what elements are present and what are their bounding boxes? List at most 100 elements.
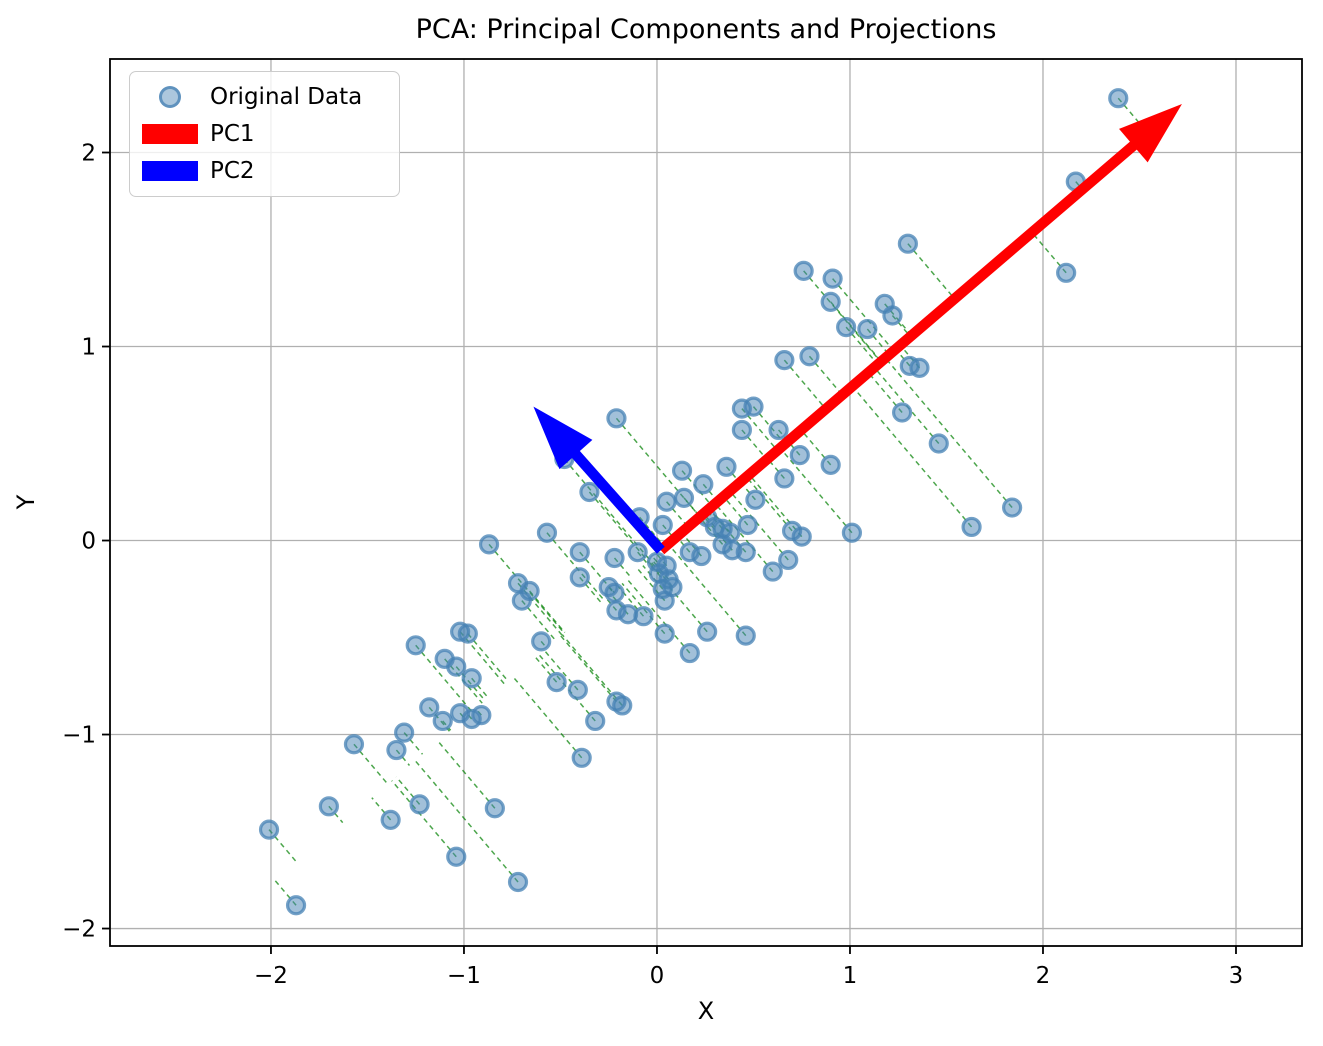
- projection-line: [783, 359, 827, 410]
- scatter-point: [762, 561, 783, 582]
- projection-line: [666, 501, 689, 528]
- scatter-point: [774, 349, 795, 371]
- legend-label-pc2: PC2: [210, 158, 255, 185]
- pc1-arrow-head: [1119, 104, 1182, 163]
- legend-item-original-data: Original Data: [130, 79, 399, 115]
- scatter-point: [897, 233, 918, 254]
- scatter-point: [343, 734, 365, 755]
- scatter-point: [697, 621, 718, 642]
- scatter-point: [536, 522, 558, 543]
- scatter-point: [1056, 262, 1077, 283]
- scatter-point: [633, 606, 654, 627]
- projection-line: [722, 496, 749, 526]
- y-tick-label: 2: [81, 141, 96, 167]
- projection-line: [639, 516, 666, 548]
- scatter-point: [745, 489, 766, 510]
- projection-line: [681, 470, 713, 507]
- projection-line: [538, 654, 596, 722]
- scatter-point: [820, 291, 841, 312]
- pc2-arrow-shaft: [568, 446, 665, 554]
- projection-line: [866, 328, 890, 356]
- projection-line: [626, 578, 691, 654]
- pc2-swatch-icon: [142, 161, 198, 182]
- pc1-swatch-icon: [142, 123, 198, 144]
- scatter-point: [743, 396, 764, 417]
- scatter-point: [735, 625, 756, 646]
- scatter-point: [799, 346, 820, 367]
- scatter-point: [258, 819, 280, 840]
- scatter-point: [652, 514, 673, 536]
- scatter-point: [461, 668, 482, 689]
- projection-line: [745, 476, 793, 532]
- scatter-point: [882, 305, 903, 326]
- scatter-point: [567, 679, 588, 701]
- scatter-point: [606, 408, 627, 429]
- projection-line: [615, 417, 701, 518]
- projection-line: [561, 634, 623, 706]
- scatter-point: [928, 433, 949, 454]
- scatter-point: [836, 317, 857, 338]
- x-tick-label: −2: [254, 963, 288, 989]
- projection-line: [617, 586, 645, 617]
- scatter-point: [1002, 497, 1023, 518]
- scatter-point: [768, 419, 789, 441]
- projection-line: [667, 543, 747, 637]
- legend: Original Data PC1 PC2: [129, 71, 400, 197]
- x-tick-label: −1: [447, 963, 481, 989]
- scatter-point: [604, 582, 625, 604]
- scatter-point: [569, 567, 590, 588]
- scatter-point: [731, 419, 752, 441]
- scatter-point: [822, 268, 843, 289]
- scatter-point: [793, 260, 814, 281]
- scatter-point: [654, 590, 675, 611]
- scatter-point: [789, 445, 810, 466]
- scatter-point: [735, 542, 756, 563]
- scatter-point: [691, 545, 712, 567]
- projection-line: [637, 569, 666, 602]
- scatter-point: [857, 318, 878, 340]
- projection-line: [535, 656, 558, 683]
- scatter-point: [380, 809, 401, 830]
- projection-line: [415, 644, 473, 713]
- projection-line: [546, 532, 604, 600]
- scatter-point: [671, 460, 693, 481]
- scatter-point: [409, 794, 430, 815]
- scatter-point: [693, 474, 714, 495]
- scatter-point: [471, 705, 492, 726]
- scatter-point: [961, 516, 982, 538]
- scatter-point: [1108, 88, 1129, 109]
- y-axis-label: Y: [12, 494, 40, 510]
- projection-line: [621, 582, 666, 635]
- scatter-point: [891, 402, 913, 423]
- projection-line: [414, 760, 519, 883]
- plot-frame: [109, 58, 1303, 947]
- scatter-point: [579, 481, 600, 503]
- projection-line: [467, 633, 509, 682]
- scatter-point: [478, 534, 500, 555]
- scatter-point: [627, 542, 648, 563]
- scatter-point: [909, 357, 930, 378]
- y-tick-label: −1: [62, 723, 96, 749]
- scatter-point: [679, 642, 700, 664]
- scatter-point: [778, 549, 799, 571]
- scatter-point: [386, 739, 407, 761]
- projection-line: [800, 429, 832, 466]
- projection-line: [395, 776, 421, 805]
- scatter-point: [791, 526, 812, 547]
- scatter-point: [604, 547, 625, 569]
- scatter-point: [571, 747, 592, 768]
- scatter-point: [531, 631, 552, 652]
- projection-line: [437, 740, 496, 809]
- x-tick-label: 3: [1229, 963, 1244, 989]
- scatter-point: [318, 796, 339, 817]
- scatter-point: [569, 542, 590, 563]
- projection-line: [274, 880, 297, 906]
- y-tick-label: 1: [81, 335, 96, 361]
- legend-item-pc2: PC2: [130, 153, 399, 189]
- projection-line: [741, 429, 768, 460]
- scatter-point: [546, 672, 567, 693]
- projection-line: [779, 447, 853, 534]
- scatter-point: [612, 695, 633, 716]
- legend-item-pc1: PC1: [130, 116, 399, 152]
